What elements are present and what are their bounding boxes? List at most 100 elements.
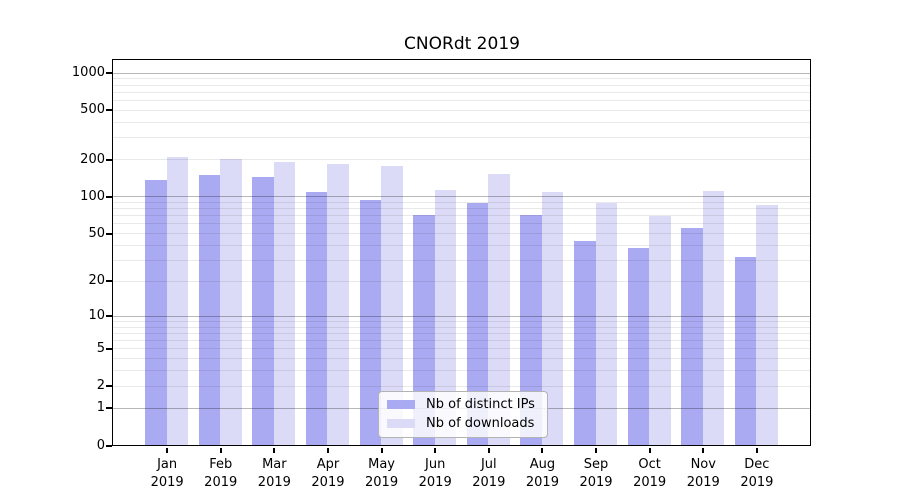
y-tick-mark-1000 (105, 72, 112, 75)
bar-distinct-ips-jan (145, 180, 167, 445)
legend-swatch-downloads (387, 419, 415, 428)
x-tick-label-line: Feb (209, 456, 233, 472)
x-tick-label-line: 2019 (633, 474, 667, 490)
minor-gridline-900 (113, 78, 810, 80)
minor-gridline-800 (113, 84, 810, 86)
legend-item-distinct-ips: Nb of distinct IPs (387, 397, 535, 412)
y-tick-mark-2 (105, 385, 112, 388)
y-tick-label-10: 10 (88, 308, 105, 324)
x-tick-mark-sep (595, 447, 598, 453)
x-tick-label-line: Jan (157, 456, 178, 472)
x-tick-label-line: 2019 (525, 474, 559, 490)
x-tick-label-line: Apr (316, 456, 340, 472)
x-tick-label-line: 2019 (418, 474, 452, 490)
bar-distinct-ips-feb (198, 174, 221, 445)
x-tick-label-line: Oct (638, 456, 661, 472)
bar-downloads-oct (649, 216, 671, 445)
x-tick-label-line: Jul (480, 456, 497, 472)
x-tick-label-line: 2019 (311, 474, 345, 490)
x-tick-label-dec: Dec 2019 (725, 456, 789, 492)
minor-gridline-9 (113, 320, 810, 322)
x-tick-label-line: 2019 (686, 474, 720, 490)
bar-distinct-ips-mar (252, 177, 274, 445)
minor-gridline-80 (113, 208, 810, 210)
y-tick-label-100: 100 (80, 188, 105, 204)
y-tick-mark-10 (105, 315, 112, 318)
minor-gridline-30 (113, 259, 810, 261)
x-tick-label-line: 2019 (579, 474, 613, 490)
bar-distinct-ips-dec (734, 256, 757, 445)
legend: Nb of distinct IPs Nb of downloads (378, 391, 548, 438)
legend-label-distinct-ips: Nb of distinct IPs (426, 397, 535, 412)
bar-downloads-apr (327, 164, 349, 445)
x-tick-label-line: May (368, 456, 395, 472)
minor-gridline-6 (113, 340, 810, 342)
x-tick-mark-jan (166, 447, 169, 453)
x-tick-label-line: 2019 (365, 474, 399, 490)
x-tick-mark-nov (702, 447, 705, 453)
x-tick-label-line: 2019 (204, 474, 238, 490)
minor-gridline-3 (113, 370, 810, 372)
bar-downloads-dec (756, 204, 778, 445)
y-tick-mark-5 (105, 347, 112, 350)
x-tick-label-line: Jun (425, 456, 446, 472)
minor-gridline-700 (113, 91, 810, 93)
minor-gridline-200 (113, 159, 810, 161)
x-tick-label-line: 2019 (150, 474, 184, 490)
x-tick-mark-mar (273, 447, 276, 453)
bar-downloads-may (381, 165, 403, 445)
y-tick-label-5: 5 (96, 340, 105, 356)
x-tick-mark-jul (487, 447, 490, 453)
x-tick-mark-feb (219, 447, 222, 453)
x-tick-mark-oct (648, 447, 651, 453)
minor-gridline-50 (113, 233, 810, 235)
x-tick-label-line: Aug (529, 456, 556, 472)
x-tick-label-jul: Jul 2019 (457, 456, 521, 492)
x-tick-label-feb: Feb 2019 (189, 456, 253, 492)
x-tick-mark-jun (434, 447, 437, 453)
x-tick-label-apr: Apr 2019 (296, 456, 360, 492)
chart-title: CNORdt 2019 (404, 34, 520, 54)
y-tick-mark-100 (105, 195, 112, 198)
x-tick-label-line: 2019 (472, 474, 506, 490)
x-tick-label-line: Nov (690, 456, 716, 472)
major-gridline-100 (113, 196, 810, 198)
x-tick-label-aug: Aug 2019 (510, 456, 574, 492)
minor-gridline-70 (113, 215, 810, 217)
x-tick-label-line: Sep (583, 456, 609, 472)
legend-swatch-distinct-ips (387, 400, 415, 409)
minor-gridline-8 (113, 326, 810, 328)
y-tick-mark-50 (105, 232, 112, 235)
minor-gridline-20 (113, 280, 810, 282)
minor-gridline-2 (113, 385, 810, 387)
bar-distinct-ips-nov (681, 228, 703, 445)
x-tick-mark-aug (541, 447, 544, 453)
minor-gridline-40 (113, 244, 810, 246)
bar-downloads-jul (488, 174, 510, 445)
legend-item-downloads: Nb of downloads (387, 416, 535, 431)
x-tick-label-nov: Nov 2019 (671, 456, 735, 492)
x-tick-label-oct: Oct 2019 (618, 456, 682, 492)
minor-gridline-4 (113, 358, 810, 360)
x-tick-label-sep: Sep 2019 (564, 456, 628, 492)
y-tick-label-2: 2 (96, 378, 105, 394)
major-gridline-10 (113, 315, 810, 317)
x-tick-label-line: Mar (262, 456, 287, 472)
bar-distinct-ips-may (359, 200, 382, 445)
y-tick-label-200: 200 (80, 151, 105, 167)
minor-gridline-600 (113, 100, 810, 102)
bar-distinct-ips-apr (305, 192, 328, 445)
y-tick-mark-20 (105, 280, 112, 283)
major-gridline-1000 (113, 72, 810, 74)
x-tick-label-may: May 2019 (350, 456, 414, 492)
x-tick-label-line: 2019 (257, 474, 291, 490)
minor-gridline-7 (113, 332, 810, 334)
minor-gridline-60 (113, 223, 810, 225)
y-tick-label-50: 50 (88, 225, 105, 241)
bar-downloads-feb (220, 159, 242, 445)
bar-downloads-aug (541, 191, 564, 445)
x-tick-label-mar: Mar 2019 (242, 456, 306, 492)
bar-distinct-ips-jun (413, 215, 435, 445)
bar-downloads-jun (434, 190, 457, 445)
